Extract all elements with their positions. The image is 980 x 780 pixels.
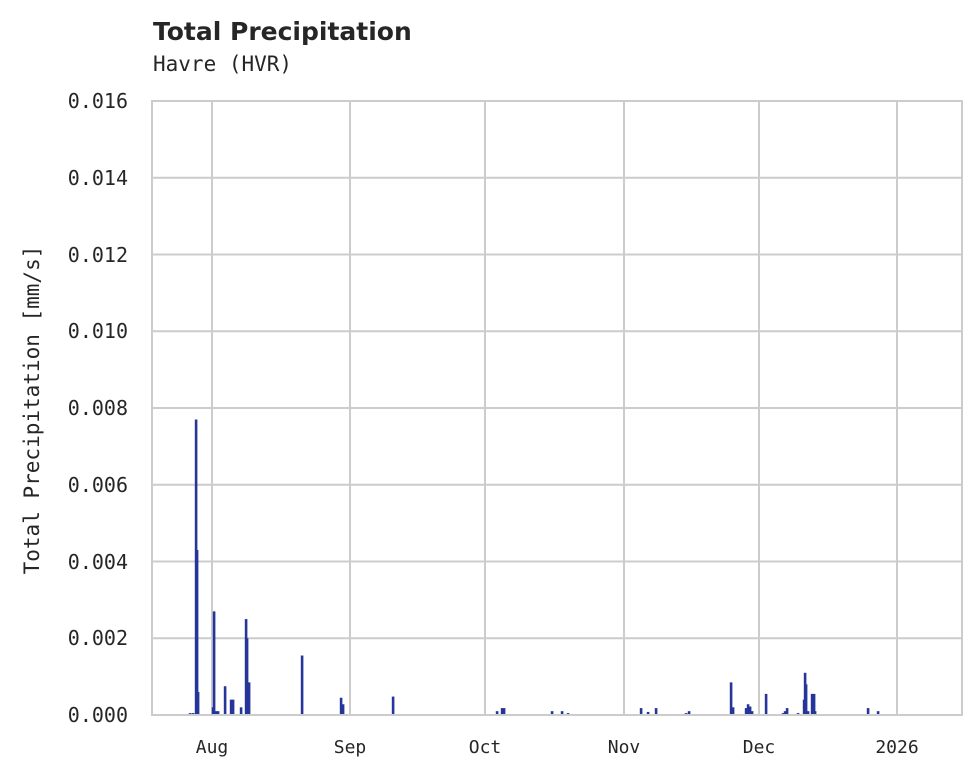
y-tick-label: 0.000 xyxy=(67,703,128,727)
precipitation-bar xyxy=(560,711,564,715)
precipitation-bar xyxy=(495,711,499,715)
x-tick-label: Oct xyxy=(468,737,502,758)
precipitation-bar xyxy=(223,686,227,715)
precipitation-bar xyxy=(746,704,750,715)
y-tick-label: 0.002 xyxy=(67,626,128,651)
precipitation-bar xyxy=(748,706,752,715)
precipitation-bar xyxy=(341,704,345,715)
precipitation-bar xyxy=(214,711,218,715)
precipitation-bar xyxy=(639,708,643,715)
precipitation-bar xyxy=(810,693,814,715)
precipitation-bar xyxy=(212,611,216,715)
precipitation-bar xyxy=(785,708,789,715)
precipitation-bar xyxy=(806,711,810,715)
precipitation-bar xyxy=(391,696,395,715)
precipitation-bar xyxy=(550,711,554,715)
x-tick-label: Sep xyxy=(333,737,367,758)
precipitation-bar xyxy=(245,638,249,715)
chart-subtitle: Havre (HVR) xyxy=(153,52,293,76)
precipitation-bar xyxy=(339,697,343,715)
precipitation-bar xyxy=(229,699,233,715)
precipitation-bar xyxy=(196,691,200,715)
precipitation-bar xyxy=(750,711,754,715)
precipitation-bar xyxy=(300,655,304,715)
x-tick-label: Aug xyxy=(195,737,229,758)
x-tick-label: Dec xyxy=(742,737,776,758)
precipitation-bar xyxy=(866,708,870,715)
precipitation-bar xyxy=(731,707,735,715)
precipitation-bar xyxy=(239,707,243,715)
y-tick-label: 0.006 xyxy=(67,472,128,497)
precipitation-bar xyxy=(195,549,199,715)
precipitation-bar xyxy=(876,711,880,715)
y-tick-label: 0.016 xyxy=(67,89,128,113)
y-tick-label: 0.012 xyxy=(67,242,128,267)
precipitation-bar xyxy=(231,699,235,715)
precipitation-bar xyxy=(804,684,808,715)
precipitation-bar xyxy=(654,708,658,715)
precipitation-bar xyxy=(744,708,748,715)
chart-title: Total Precipitation xyxy=(153,17,412,46)
y-tick-label: 0.010 xyxy=(67,319,128,344)
gridlines xyxy=(152,100,962,716)
precipitation-bar xyxy=(729,682,733,715)
precipitation-bar xyxy=(813,711,817,715)
y-tick-label: 0.008 xyxy=(67,396,128,420)
precipitation-series xyxy=(188,419,880,715)
plot-frame xyxy=(151,100,963,716)
precipitation-bar xyxy=(502,708,506,715)
precipitation-bar xyxy=(764,693,768,715)
precipitation-bar xyxy=(247,682,251,715)
precipitation-bar xyxy=(783,711,787,715)
precipitation-bar xyxy=(812,693,816,715)
x-tick-label: 2026 xyxy=(875,737,919,758)
precipitation-bar xyxy=(687,711,691,715)
y-tick-label: 0.014 xyxy=(67,165,128,190)
y-tick-label: 0.004 xyxy=(67,549,128,574)
precipitation-bar xyxy=(500,708,504,715)
x-tick-label: Nov xyxy=(607,737,641,758)
precipitation-bar xyxy=(646,711,650,715)
precipitation-bar xyxy=(216,711,220,715)
